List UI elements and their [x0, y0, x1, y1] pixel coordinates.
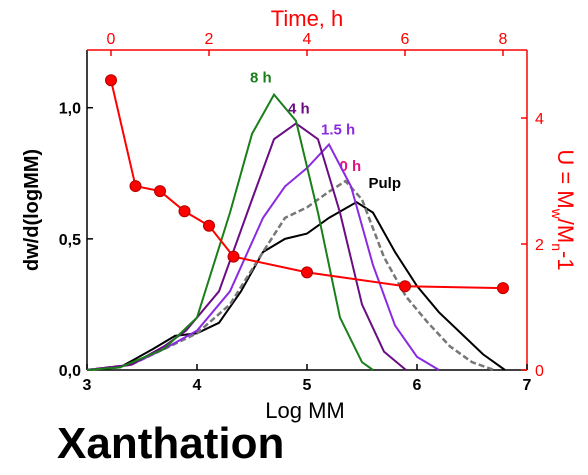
x2-tick-label: 6 [401, 31, 410, 48]
data-point [301, 266, 313, 279]
series-line [86, 92, 374, 371]
y2-axis-label-part: /M [553, 219, 578, 243]
x2-axis-label: Time, h [271, 6, 344, 31]
series-line [86, 200, 506, 371]
data-point [203, 219, 216, 232]
y2-tick-label: 0 [535, 363, 544, 380]
x-tick-label: 5 [303, 377, 312, 394]
data-point [496, 282, 509, 295]
x-tick-label: 4 [193, 377, 202, 394]
series-line [86, 179, 495, 372]
y2-axis-label-part: w [549, 208, 565, 220]
x2-tick-label: 4 [303, 31, 312, 48]
series-label: Pulp [369, 175, 402, 192]
y2-tick-label: 4 [535, 111, 544, 128]
y2-axis-label-part: -1 [553, 251, 578, 271]
series-label: 4 h [288, 100, 310, 117]
data-point [154, 185, 167, 198]
y-tick-label: 0,5 [59, 232, 81, 249]
y-axis-label: dw/d(logMM) [21, 149, 43, 271]
x2-tick-label: 2 [205, 31, 214, 48]
y2-axis-label: U = Mw/Mn-1 [549, 149, 578, 270]
x2-tick-label: 8 [499, 31, 508, 48]
y2-axis-label-part: n [549, 243, 565, 251]
y2-axis-label-part: U = M [553, 149, 578, 208]
data-point [398, 280, 411, 293]
x-tick-label: 3 [83, 377, 92, 394]
series-label: 1.5 h [321, 121, 355, 138]
data-point [129, 180, 142, 193]
data-point [178, 205, 191, 218]
x-axis-label: Log MM [265, 398, 344, 423]
y-tick-label: 1,0 [59, 101, 81, 118]
x-tick-label: 6 [413, 377, 422, 394]
data-point [105, 74, 118, 87]
y2-tick-label: 2 [535, 237, 544, 254]
series-line [86, 122, 407, 371]
y-tick-label: 0,0 [59, 363, 81, 380]
annotation: Xanthation [57, 419, 284, 468]
x2-tick-label: 0 [107, 31, 116, 48]
series-label: 0 h [340, 158, 362, 175]
series-label: 8 h [250, 70, 272, 87]
series-line [86, 142, 440, 371]
x-tick-label: 7 [523, 377, 532, 394]
data-point [227, 250, 240, 263]
